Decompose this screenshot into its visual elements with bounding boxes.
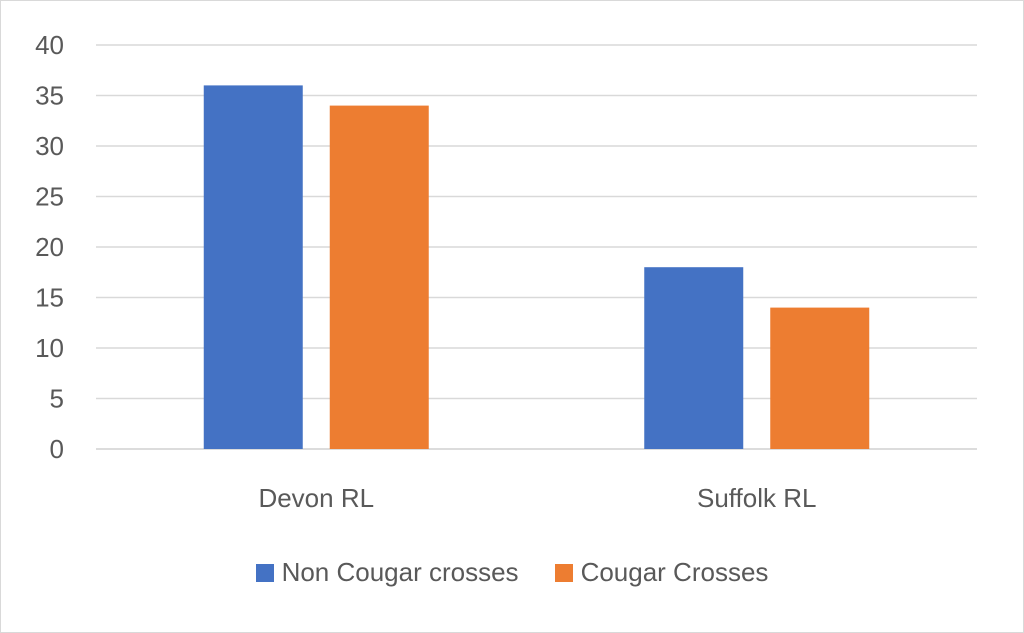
x-tick-label-suffolk-rl: Suffolk RL [697,483,816,513]
legend-swatch-cougar [554,563,573,582]
legend-label-cougar: Cougar Crosses [580,557,769,587]
y-tick-label-15: 15 [35,283,64,313]
y-tick-label-20: 20 [35,232,64,262]
y-tick-label-5: 5 [50,384,64,414]
y-tick-label-35: 35 [35,81,64,111]
y-tick-label-40: 40 [35,30,64,60]
y-tick-label-10: 10 [35,333,64,363]
x-tick-label-devon-rl: Devon RL [258,483,374,513]
y-tick-label-30: 30 [35,131,64,161]
bar-devon-rl-cougar-crosses [329,105,429,449]
legend-item-non-cougar: Non Cougar crosses [255,557,519,588]
y-tick-label-25: 25 [35,182,64,212]
bar-devon-rl-non-cougar-crosses [203,85,303,450]
legend: Non Cougar crosses Cougar Crosses [1,557,1023,588]
bar-suffolk-rl-cougar-crosses [770,307,870,449]
legend-item-cougar: Cougar Crosses [554,557,769,588]
legend-label-non-cougar: Non Cougar crosses [281,557,519,587]
legend-swatch-non-cougar [255,563,274,582]
bar-suffolk-rl-non-cougar-crosses [644,267,744,449]
y-tick-label-0: 0 [50,434,64,464]
